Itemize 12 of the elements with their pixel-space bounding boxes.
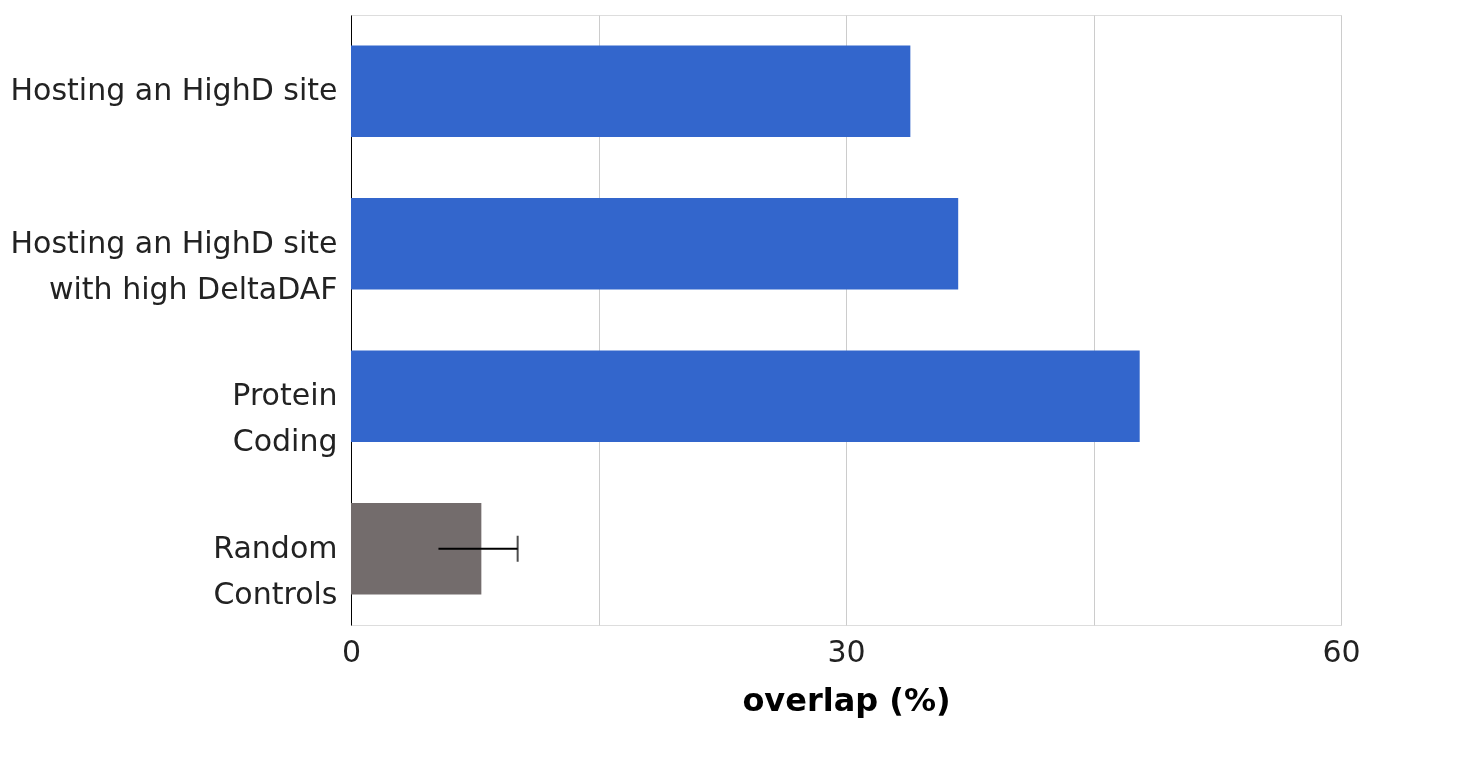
- y-tick-label: Hosting an HighD site: [10, 72, 338, 108]
- x-axis-title: overlap (%): [742, 680, 951, 719]
- y-tick-label: Hosting an HighD site with high DeltaDAF: [10, 224, 338, 306]
- bar: [351, 45, 911, 137]
- x-tick-label: 60: [1322, 633, 1361, 669]
- y-tick-label: Random Controls: [213, 529, 338, 611]
- bar: [351, 198, 959, 290]
- bar: [351, 503, 482, 595]
- x-tick-label: 0: [341, 633, 362, 669]
- y-tick-label: Protein Coding: [232, 377, 338, 459]
- x-tick-label: 30: [827, 633, 866, 669]
- bar: [351, 350, 1140, 442]
